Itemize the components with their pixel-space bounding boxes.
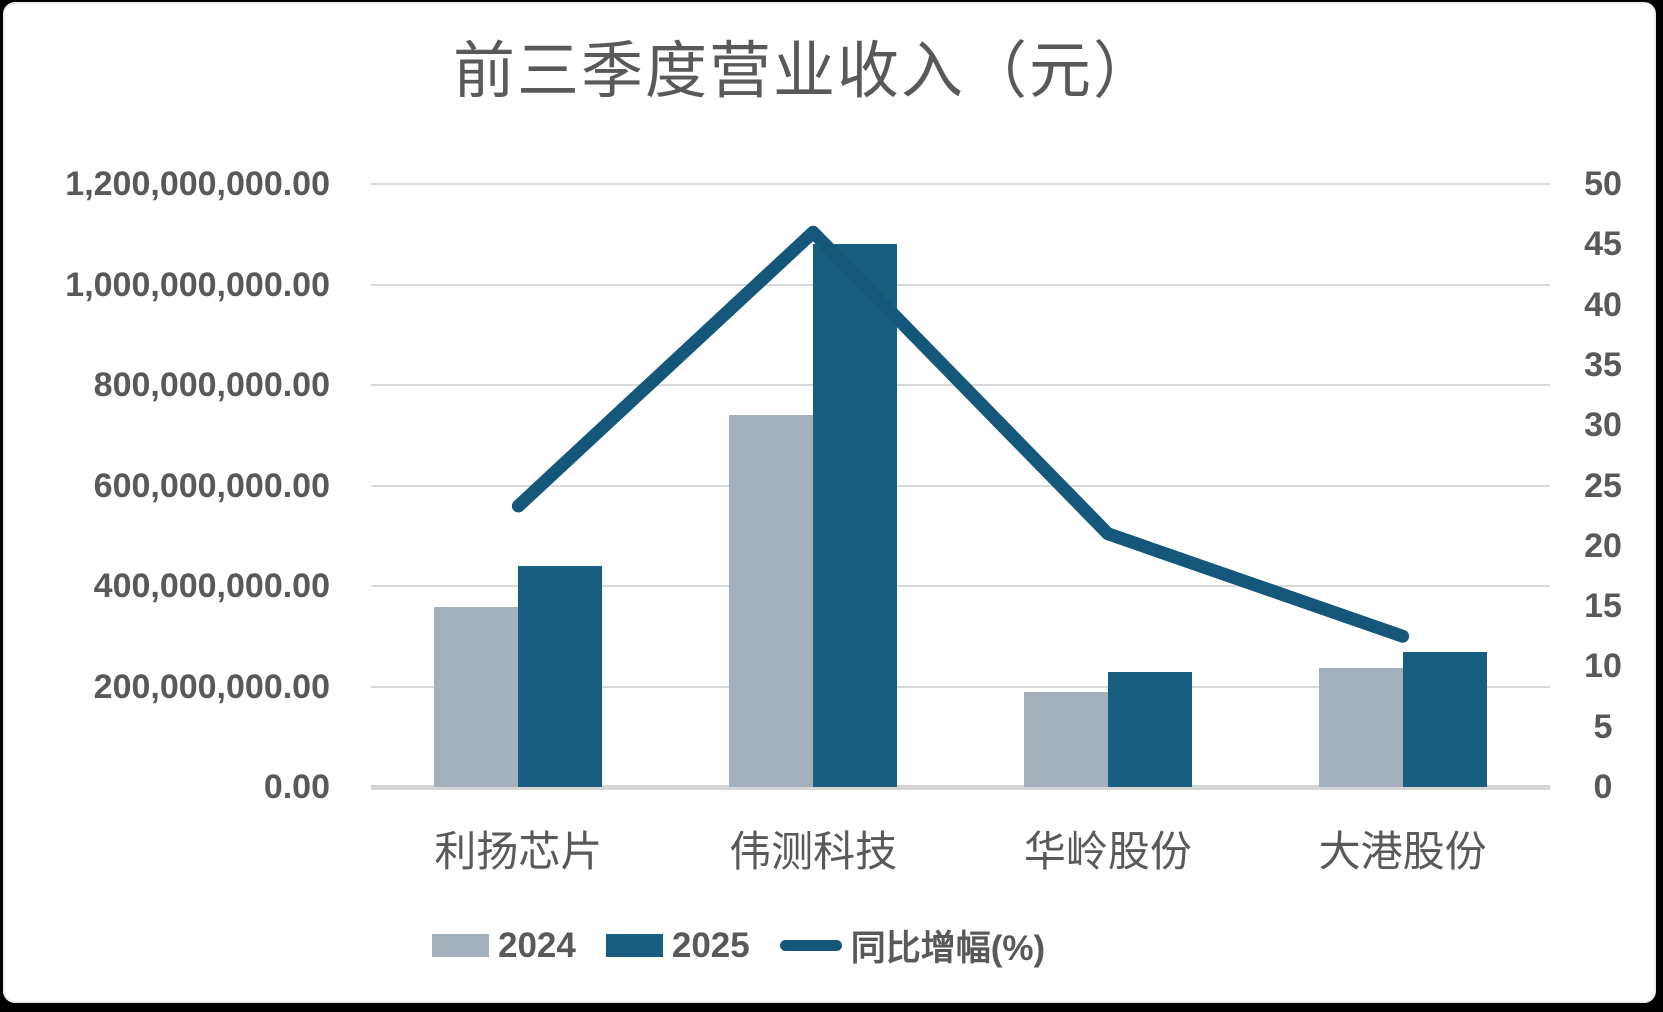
right-axis-tick-label: 10 bbox=[1584, 647, 1622, 686]
right-axis-tick-label: 20 bbox=[1584, 526, 1622, 565]
gridline bbox=[371, 685, 1550, 688]
growth-line-path bbox=[511, 225, 1410, 643]
bar-2025-利扬芯片 bbox=[518, 565, 603, 787]
legend-item-2024: 2024 bbox=[432, 926, 576, 966]
right-axis-tick-label: 40 bbox=[1584, 285, 1622, 324]
x-category-label: 伟测科技 bbox=[729, 828, 898, 875]
left-axis-tick-label: 400,000,000.00 bbox=[93, 567, 330, 605]
legend: 2024 2025 同比增幅(%) bbox=[432, 920, 1045, 971]
left-axis-tick-label: 200,000,000.00 bbox=[93, 667, 330, 706]
gridline bbox=[371, 484, 1550, 487]
x-category-label: 大港股份 bbox=[1318, 828, 1487, 875]
left-axis-tick-label: 1,000,000,000.00 bbox=[65, 265, 330, 304]
bar-2024-大港股份 bbox=[1318, 668, 1403, 787]
chart-title: 前三季度营业收入（元） bbox=[452, 37, 1157, 106]
bar-2024-利扬芯片 bbox=[434, 607, 519, 787]
right-axis-tick-label: 5 bbox=[1593, 707, 1613, 746]
right-axis-tick-label: 50 bbox=[1584, 165, 1622, 203]
legend-label-2024: 2024 bbox=[498, 925, 576, 965]
x-category-label: 利扬芯片 bbox=[434, 828, 603, 875]
gridline bbox=[371, 183, 1550, 185]
right-axis-tick-label: 25 bbox=[1584, 466, 1622, 505]
left-axis-tick-label: 1,200,000,000.00 bbox=[65, 165, 330, 203]
bar-2024-华岭股份 bbox=[1023, 691, 1108, 787]
left-axis-tick-label: 600,000,000.00 bbox=[93, 466, 330, 505]
bar-2024-伟测科技 bbox=[729, 415, 814, 787]
legend-swatch-2025-icon bbox=[605, 934, 663, 957]
legend-item-growth: 同比增幅(%) bbox=[779, 920, 1046, 971]
legend-label-2025: 2025 bbox=[671, 925, 750, 965]
x-category-label: 华岭股份 bbox=[1023, 828, 1192, 875]
right-axis-tick-label: 0 bbox=[1593, 768, 1613, 806]
bar-2025-大港股份 bbox=[1402, 652, 1487, 787]
left-axis-tick-label: 800,000,000.00 bbox=[93, 366, 330, 404]
bar-2025-伟测科技 bbox=[813, 244, 898, 787]
right-axis-tick-label: 35 bbox=[1584, 345, 1622, 384]
legend-label-growth: 同比增幅(%) bbox=[850, 929, 1046, 968]
legend-swatch-2024-icon bbox=[432, 934, 489, 957]
x-axis-line bbox=[371, 785, 1550, 790]
legend-item-2025: 2025 bbox=[605, 925, 750, 966]
right-axis-tick-label: 30 bbox=[1584, 406, 1622, 445]
gridline bbox=[371, 384, 1550, 386]
bar-2025-华岭股份 bbox=[1107, 672, 1192, 787]
chart-card: 前三季度营业收入（元） 0.00 200,000,000.00 400,000,00… bbox=[3, 2, 1656, 1003]
left-axis-tick-label: 0.00 bbox=[263, 768, 330, 806]
right-axis-tick-label: 15 bbox=[1584, 587, 1622, 626]
right-axis-tick-label: 45 bbox=[1584, 225, 1622, 264]
gridline bbox=[371, 283, 1550, 286]
legend-swatch-line-icon bbox=[779, 940, 842, 951]
